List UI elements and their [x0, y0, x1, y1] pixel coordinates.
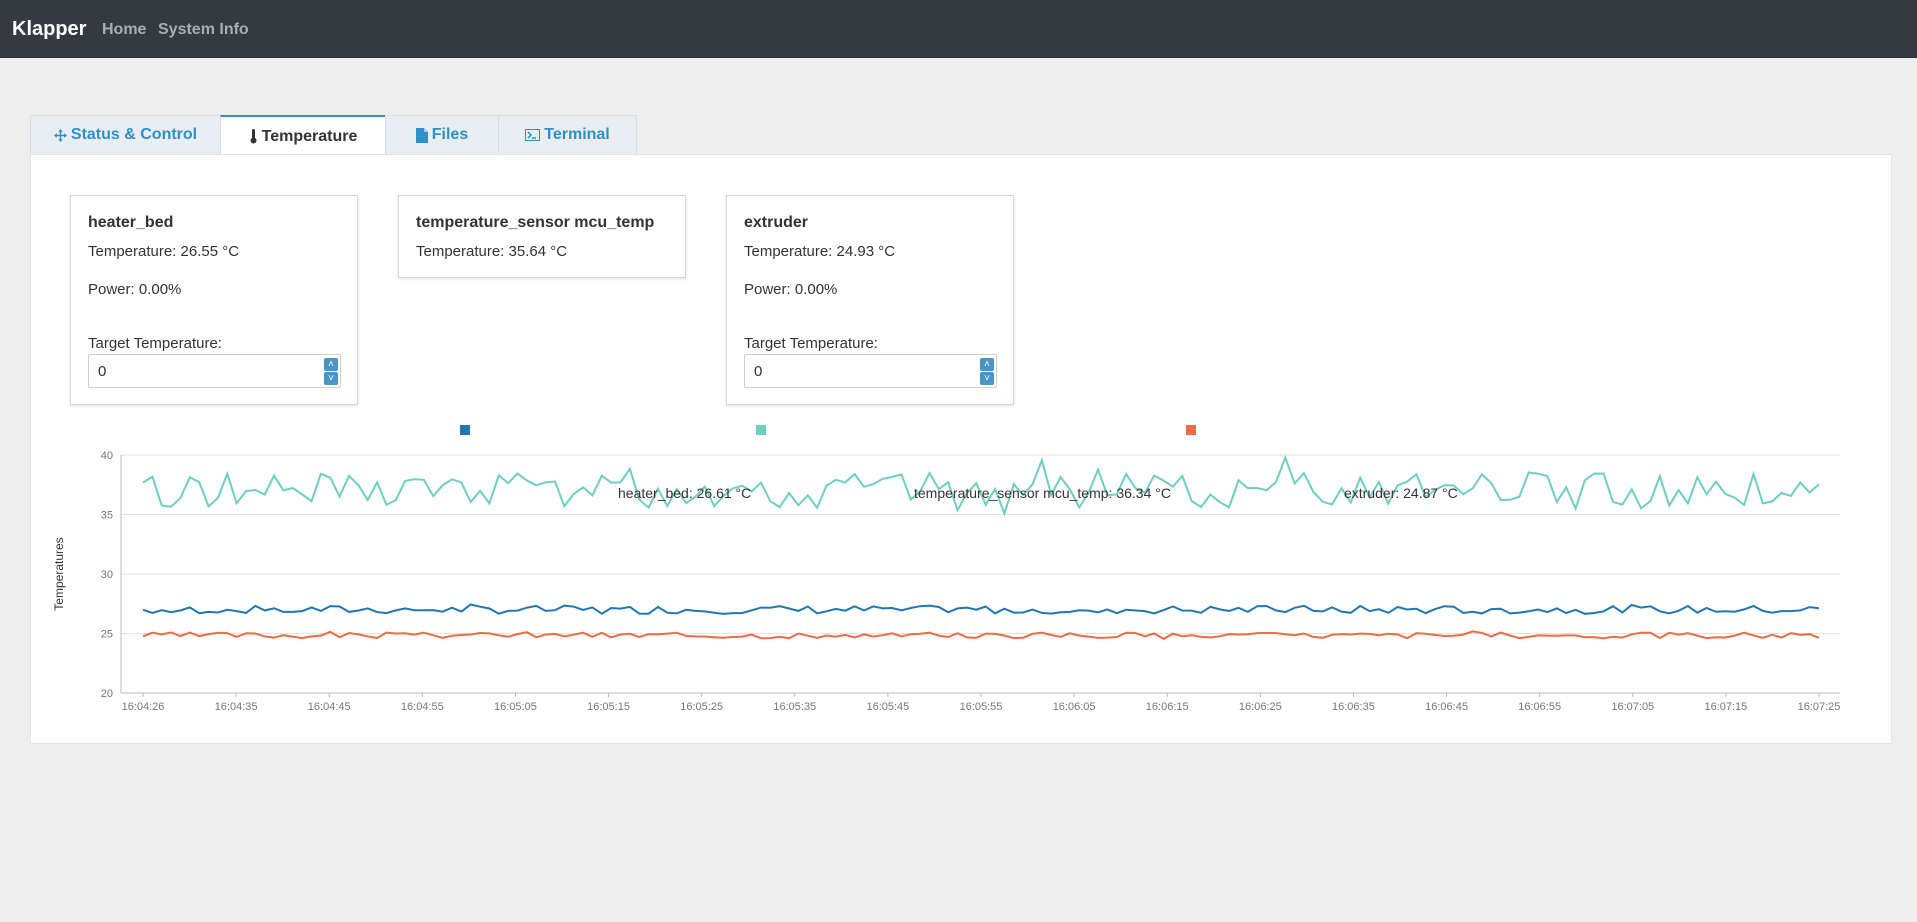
target-temperature-input[interactable]: 0 ˄ ˅	[88, 354, 341, 388]
chevron-up-icon: ˄	[984, 359, 990, 370]
chevron-down-icon: ˅	[984, 373, 990, 384]
x-tick-label: 16:06:45	[1425, 701, 1468, 713]
temperature-readout: Temperature: 35.64 °C	[416, 243, 568, 260]
card-title: extruder	[744, 214, 809, 231]
y-tick-label: 35	[101, 510, 113, 522]
series-label-mcu-temp: temperature_sensor mcu_temp: 36.34 °C	[914, 485, 1171, 501]
extruder-card: extruder Temperature: 24.93 °C Power: 0.…	[726, 195, 1014, 405]
series-line-mcu-temp	[142, 454, 1820, 517]
x-tick-label: 16:06:05	[1053, 701, 1096, 713]
x-tick-label: 16:06:25	[1239, 701, 1282, 713]
target-temperature-label: Target Temperature:	[744, 335, 878, 352]
x-tick-label: 16:06:55	[1518, 701, 1561, 713]
x-tick-label: 16:07:25	[1798, 701, 1841, 713]
card-title: temperature_sensor mcu_temp	[416, 214, 655, 231]
power-readout: Power: 0.00%	[88, 281, 182, 298]
x-tick-label: 16:04:45	[308, 701, 351, 713]
terminal-icon	[525, 129, 541, 141]
top-navbar: Klapper Home System Info	[0, 0, 1917, 58]
tab-label: Files	[431, 126, 469, 143]
temperature-readout: Temperature: 26.55 °C	[88, 243, 240, 260]
temperature-readout: Temperature: 24.93 °C	[744, 243, 896, 260]
decrement-button[interactable]: ˅	[980, 372, 994, 385]
y-tick-label: 20	[101, 688, 113, 700]
x-tick-label: 16:04:26	[122, 701, 165, 713]
tab-status-control[interactable]: Status & Control	[30, 115, 221, 154]
chevron-up-icon: ˄	[328, 359, 334, 370]
y-tick-label: 25	[101, 629, 113, 641]
x-tick-label: 16:04:55	[401, 701, 444, 713]
increment-button[interactable]: ˄	[324, 358, 338, 371]
thermometer-icon	[250, 129, 257, 144]
card-title: heater_bed	[88, 214, 174, 231]
series-label-heater-bed: heater_bed: 26.61 °C	[618, 485, 751, 501]
mcu-temp-card: temperature_sensor mcu_temp Temperature:…	[398, 195, 686, 278]
y-axis-label: Temperatures	[52, 537, 66, 610]
temperature-chart: 20 25 30 35 40 16:04:26 16:04:35 16:04:45 16:04:…	[52, 450, 1841, 713]
x-tick-label: 16:05:55	[960, 701, 1003, 713]
target-temperature-input[interactable]: 0 ˄ ˅	[744, 354, 997, 388]
series-line-heater-bed	[142, 603, 1820, 615]
x-tick-label: 16:04:35	[215, 701, 258, 713]
move-icon	[53, 128, 67, 142]
legend-mcu-temp-swatch[interactable]	[756, 425, 766, 435]
x-tick-label: 16:05:15	[587, 701, 630, 713]
x-tick-label: 16:07:15	[1704, 701, 1747, 713]
series-line-extruder	[142, 630, 1820, 640]
nav-home-link[interactable]: Home	[102, 21, 147, 38]
x-tick-label: 16:05:25	[680, 701, 723, 713]
y-tick-label: 40	[101, 450, 113, 462]
tab-terminal[interactable]: Terminal	[498, 115, 637, 154]
target-temperature-label: Target Temperature:	[88, 335, 222, 352]
heater-bed-card: heater_bed Temperature: 26.55 °C Power: …	[70, 195, 358, 405]
file-icon	[415, 127, 428, 143]
target-temperature-value: 0	[754, 363, 763, 380]
x-tick-label: 16:07:05	[1611, 701, 1654, 713]
x-tick-label: 16:05:45	[866, 701, 909, 713]
decrement-button[interactable]: ˅	[324, 372, 338, 385]
legend-heater-bed-swatch[interactable]	[460, 425, 470, 435]
x-tick-label: 16:05:35	[773, 701, 816, 713]
tab-label: Status & Control	[70, 126, 198, 143]
increment-button[interactable]: ˄	[980, 358, 994, 371]
x-tick-label: 16:05:05	[494, 701, 537, 713]
x-tick-label: 16:06:15	[1146, 701, 1189, 713]
series-label-extruder: extruder: 24.87 °C	[1344, 485, 1458, 501]
power-readout: Power: 0.00%	[744, 281, 838, 298]
brand-logo[interactable]: Klapper	[12, 18, 87, 40]
y-tick-label: 30	[101, 569, 113, 581]
legend-extruder-swatch[interactable]	[1186, 425, 1196, 435]
tab-label: Terminal	[544, 126, 610, 143]
tab-files[interactable]: Files	[385, 115, 499, 154]
x-tick-label: 16:06:35	[1332, 701, 1375, 713]
nav-system-info-link[interactable]: System Info	[158, 21, 249, 38]
tab-label: Temperature	[261, 127, 358, 145]
target-temperature-value: 0	[98, 363, 107, 380]
chevron-down-icon: ˅	[328, 373, 334, 384]
tab-temperature[interactable]: Temperature	[220, 115, 386, 156]
